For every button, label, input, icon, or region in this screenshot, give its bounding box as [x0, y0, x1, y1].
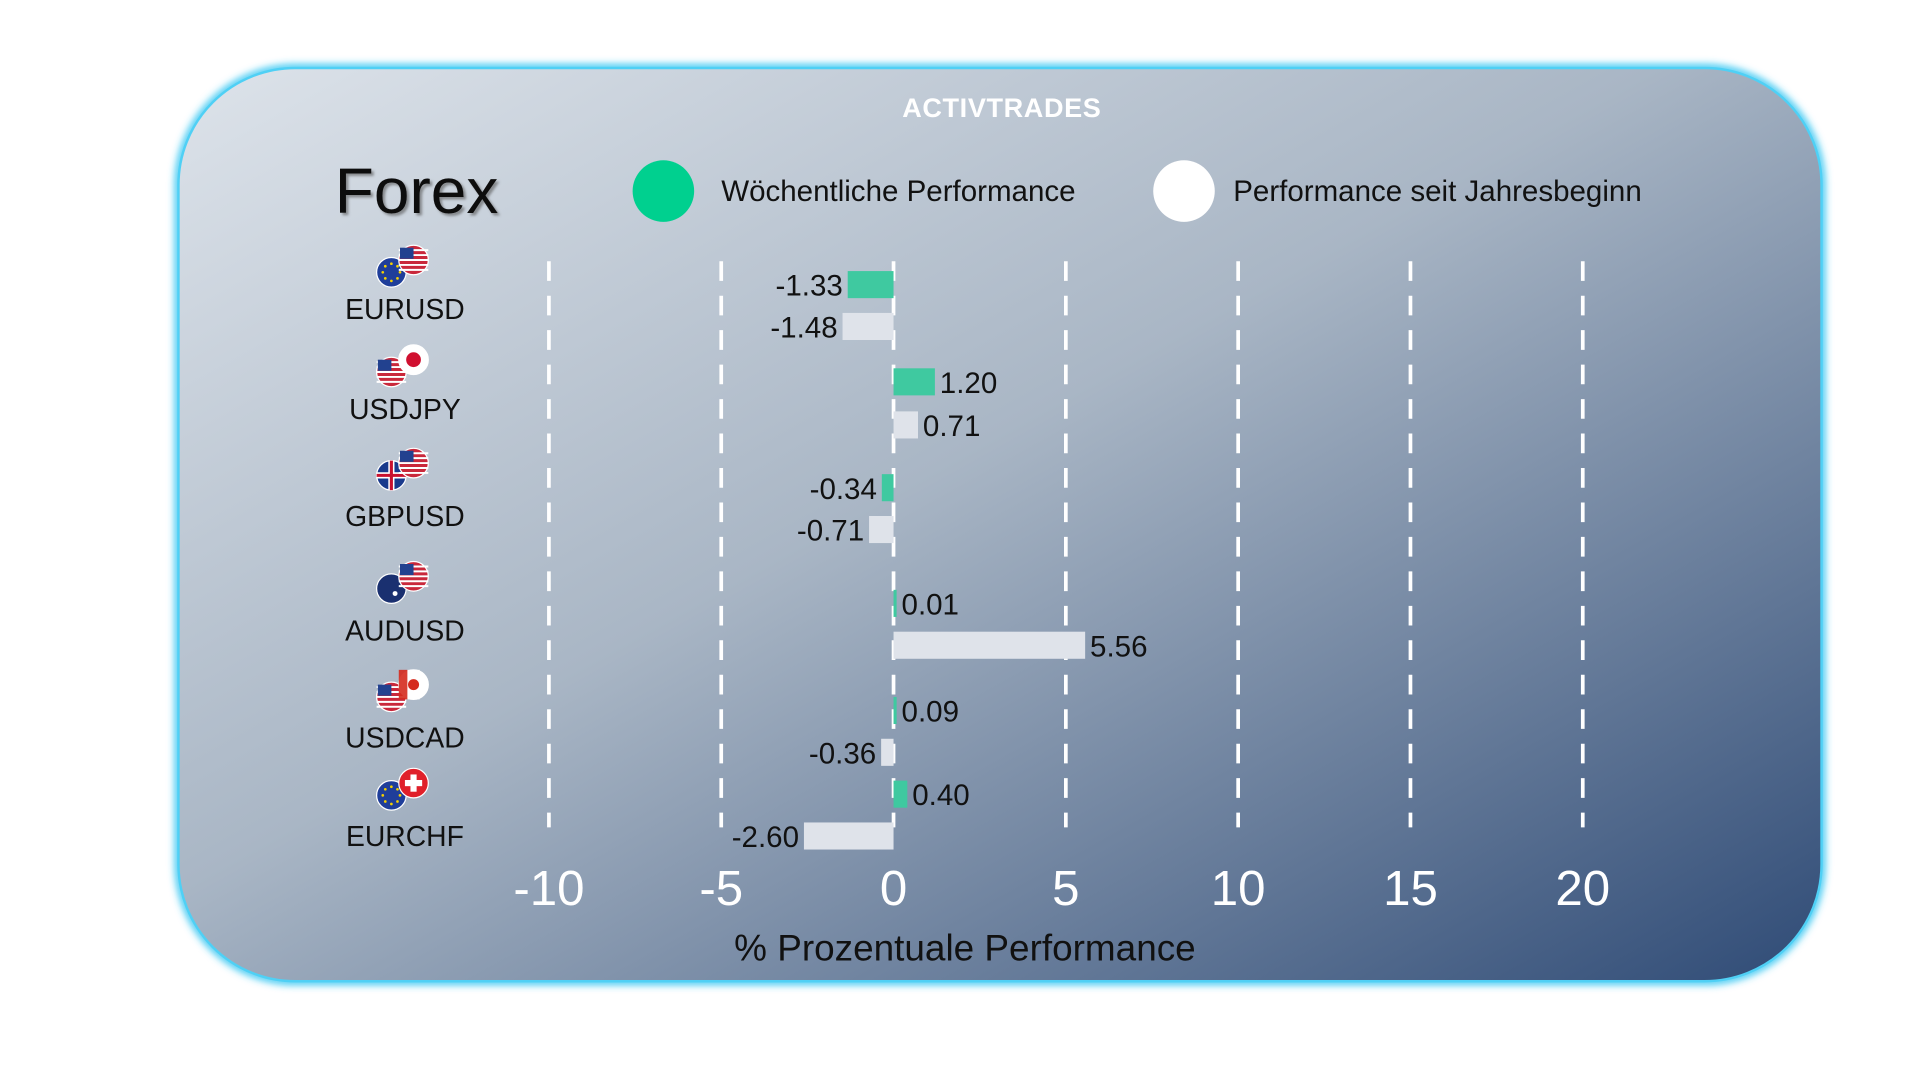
flag-star	[381, 794, 385, 797]
flag-star	[381, 270, 385, 274]
flag-star	[396, 787, 399, 791]
legend-label-weekly: Wöchentliche Performance	[721, 175, 1075, 208]
bar-weekly-usdjpy	[893, 368, 935, 396]
flag-leaf	[408, 679, 420, 691]
category-usdcad: USDCAD	[345, 669, 465, 753]
flag-canton	[377, 684, 392, 696]
legend-marker-weekly	[632, 160, 695, 222]
flag-cross	[404, 780, 423, 787]
flag-canton	[400, 450, 414, 462]
category-gbpusd: GBPUSD	[345, 447, 465, 532]
flag-star	[396, 277, 399, 280]
flag-star	[390, 802, 393, 806]
category-label: EURCHF	[346, 820, 464, 852]
category-audusd: AUDUSD	[345, 560, 465, 646]
data-label: -2.60	[732, 821, 799, 854]
bar-ytd-audusd	[893, 631, 1086, 659]
flag-star	[390, 279, 393, 283]
data-label: 0.40	[912, 779, 969, 812]
flag-star	[383, 264, 387, 268]
flag-star	[396, 800, 399, 803]
bar-ytd-usdcad	[881, 738, 894, 766]
bar-ytd-gbpusd	[869, 516, 894, 544]
chart-title: Forex	[335, 155, 499, 227]
bar-ytd-eurusd	[842, 312, 894, 340]
x-tick-label: -5	[699, 861, 743, 916]
bar-ytd-eurchf	[803, 822, 894, 850]
x-tick-label: 15	[1383, 861, 1438, 916]
x-tick-label: 0	[880, 861, 907, 916]
flag-star	[390, 262, 393, 266]
flag-star	[398, 270, 402, 274]
data-label: 0.71	[923, 410, 980, 443]
flag-star	[383, 800, 387, 803]
category-label: EURUSD	[345, 293, 465, 325]
flag-canton	[400, 247, 414, 259]
bar-ytd-usdjpy	[893, 411, 919, 439]
bar-weekly-audusd	[893, 589, 897, 617]
flag-star	[392, 591, 398, 596]
category-label: GBPUSD	[345, 500, 465, 532]
x-axis-label: % Prozentuale Performance	[734, 927, 1196, 968]
category-eurchf: EURCHF	[346, 767, 464, 852]
category-eurusd: EURUSD	[345, 244, 465, 325]
data-label: -0.36	[809, 737, 876, 770]
x-tick-label: 20	[1555, 861, 1610, 916]
data-label: 0.09	[902, 696, 959, 729]
flag-star	[398, 794, 402, 797]
x-tick-label: 10	[1211, 861, 1266, 916]
x-tick-label: -10	[513, 861, 584, 916]
data-label: -0.34	[810, 473, 877, 506]
flag-sun	[406, 352, 421, 368]
bar-weekly-usdcad	[893, 696, 897, 724]
category-label: USDJPY	[349, 393, 461, 425]
data-label: 0.01	[902, 588, 959, 621]
flag-star	[390, 785, 393, 789]
data-label: 5.56	[1090, 630, 1147, 663]
flag-canton	[377, 359, 392, 371]
bar-weekly-eurchf	[893, 780, 908, 808]
flag-band	[398, 669, 408, 700]
category-label: AUDUSD	[345, 614, 465, 646]
bar-weekly-eurusd	[847, 271, 894, 299]
data-label: -1.33	[776, 270, 843, 303]
category-usdjpy: USDJPY	[349, 344, 461, 425]
legend: Wöchentliche Performance Performance sei…	[632, 160, 1642, 222]
data-label: -1.48	[770, 312, 837, 345]
brand-logo: ACTIVTRADES	[902, 92, 1101, 123]
flag-star	[383, 277, 387, 280]
legend-label-ytd: Performance seit Jahresbeginn	[1233, 175, 1642, 208]
flag-star	[396, 264, 399, 268]
flag-star	[383, 787, 387, 791]
legend-marker-ytd	[1153, 160, 1215, 222]
data-label: -0.71	[797, 515, 864, 548]
category-label: USDCAD	[345, 721, 465, 753]
flag-canton	[400, 564, 414, 576]
x-tick-label: 5	[1052, 861, 1079, 916]
bar-weekly-gbpusd	[881, 474, 894, 502]
data-label: 1.20	[940, 367, 997, 400]
